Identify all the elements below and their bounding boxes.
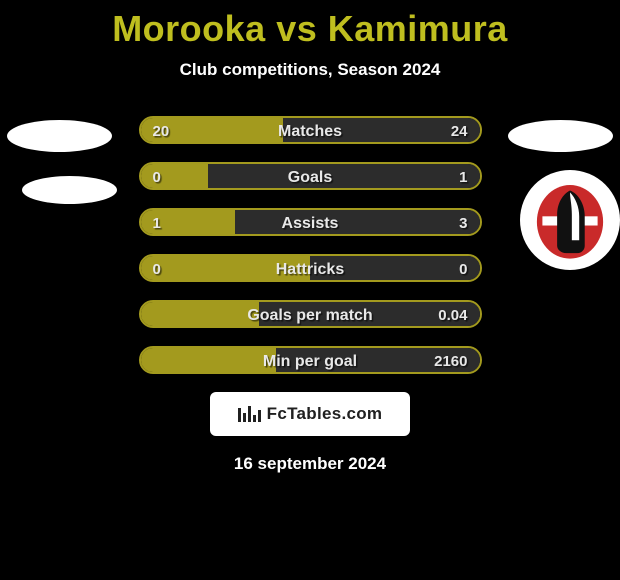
bar-right-fill xyxy=(310,256,480,280)
stat-row: Min per goal2160 xyxy=(139,346,482,374)
page-title: Morooka vs Kamimura xyxy=(0,8,620,50)
bar-left-fill xyxy=(141,118,283,142)
stat-row: Assists13 xyxy=(139,208,482,236)
bar-left-fill xyxy=(141,210,236,234)
date-label: 16 september 2024 xyxy=(0,454,620,474)
club-right-logo xyxy=(520,170,620,270)
bar-right-fill xyxy=(208,164,479,188)
stat-row: Goals per match0.04 xyxy=(139,300,482,328)
stat-row: Goals01 xyxy=(139,162,482,190)
bar-right-fill xyxy=(235,210,479,234)
bar-right-fill xyxy=(276,348,479,372)
site-badge: FcTables.com xyxy=(210,392,410,436)
player-right-badge-1 xyxy=(508,120,613,152)
comparison-card: Morooka vs Kamimura Club competitions, S… xyxy=(0,0,620,580)
bar-left-fill xyxy=(141,164,209,188)
player-left-badge-2 xyxy=(22,176,117,204)
player-left-badge-1 xyxy=(7,120,112,152)
subtitle: Club competitions, Season 2024 xyxy=(0,60,620,80)
bars-icon xyxy=(238,406,261,422)
bar-right-fill xyxy=(259,302,479,326)
stat-rows: Matches2024 Goals01 Assists13 Hattricks00 Go… xyxy=(139,116,482,374)
site-label: FcTables.com xyxy=(267,404,383,424)
bar-left-fill xyxy=(141,302,260,326)
stat-row: Matches2024 xyxy=(139,116,482,144)
bar-left-fill xyxy=(141,256,311,280)
bar-right-fill xyxy=(283,118,480,142)
bar-left-fill xyxy=(141,348,277,372)
horse-icon xyxy=(524,174,616,266)
stat-row: Hattricks00 xyxy=(139,254,482,282)
